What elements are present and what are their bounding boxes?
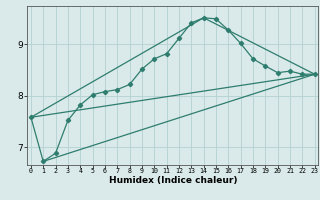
X-axis label: Humidex (Indice chaleur): Humidex (Indice chaleur) — [108, 176, 237, 185]
